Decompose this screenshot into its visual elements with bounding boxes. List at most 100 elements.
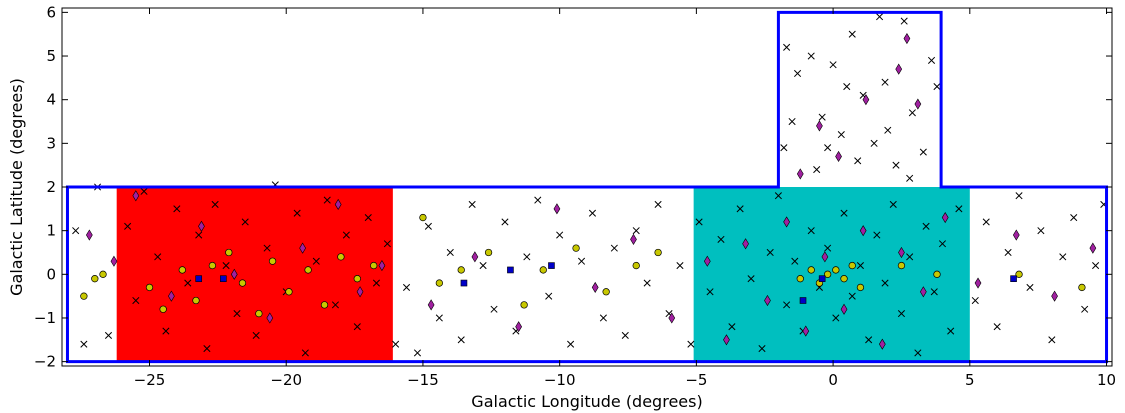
x-tick-label: −25 [134,371,166,389]
diamond-point [919,286,927,298]
cross-point [392,340,400,348]
cross-point [955,205,963,213]
circle-point [457,266,465,274]
diamond-point [862,94,870,106]
diamond-point [668,312,676,324]
cross-point [706,288,714,296]
circle-point [178,266,186,274]
circle-point [99,270,107,278]
scatter-points [72,13,1108,357]
diamond-point [266,312,274,324]
cross-point [654,200,662,209]
cross-point [914,349,922,357]
circle-point [539,266,547,274]
cross-point [873,231,881,239]
y-axis-label: Galactic Latitude (degrees) [7,78,26,296]
cross-point [856,262,864,270]
diamond-point [1051,290,1058,302]
circle-point [419,213,427,222]
circle-point [832,266,840,274]
cross-point [154,253,162,261]
cross-point [222,262,230,270]
diamond-point [723,334,730,346]
survey-outline [65,10,1109,364]
cross-point [383,240,391,248]
diamond-point [802,325,810,337]
circle-point [807,266,815,274]
diamond-point [974,277,982,289]
square-point [507,266,514,274]
circle-point [796,275,804,283]
cross-point [927,56,936,64]
cross-point [457,336,465,344]
diamond-point [378,260,386,272]
cross-point [881,279,889,287]
cross-point [446,248,454,257]
cross-point [72,227,80,235]
circle-point [602,288,610,296]
cross-point [402,283,411,291]
diamond-point [630,233,637,245]
cross-point [865,336,873,344]
cross-point [1059,253,1067,261]
cross-point [870,139,878,147]
cross-point [695,218,703,226]
cross-point [813,165,821,174]
cross-point [372,279,381,287]
cross-point [184,279,192,287]
cross-point [897,310,906,318]
diamond-point [742,238,749,250]
x-tick-label: 0 [828,371,838,389]
cross-point [1070,214,1078,222]
square-point [818,275,826,282]
cross-point [832,314,840,322]
cross-point [567,340,575,348]
square-point [220,275,227,282]
cross-point [1015,192,1023,200]
circle-point [145,283,154,292]
x-tick-label: 5 [965,371,975,389]
circle-point [933,270,941,278]
cross-point [479,262,487,270]
cross-point [1092,262,1100,270]
cross-point [643,279,651,287]
diamond-point [895,63,903,75]
cross-point [501,218,509,226]
cross-point [854,157,862,165]
cross-point [829,61,837,69]
cross-point [906,253,914,261]
y-tick-label: 3 [46,134,56,152]
circle-point [304,266,312,274]
cross-point [293,209,301,217]
cross-point [676,262,684,270]
cross-point [807,227,815,235]
cross-point [900,17,908,25]
circle-point [80,292,88,300]
circle-point [856,283,865,292]
cross-point [323,196,331,204]
cross-point [687,340,695,348]
x-tick-label: −10 [544,371,576,389]
cross-point [884,126,892,134]
cross-point [490,305,498,313]
survey-boundary [65,10,1109,364]
circle-point [840,275,848,283]
cross-point [301,349,309,357]
circle-point [370,261,378,270]
cross-point [1004,248,1012,257]
circle-point [654,248,662,257]
cross-point [588,209,597,217]
x-tick-label: −15 [407,371,439,389]
circle-point [159,305,167,313]
cross-point [523,253,531,261]
cross-point [780,144,788,152]
circle-point [897,261,906,270]
circle-point [238,279,247,287]
cross-point [933,83,941,91]
diamond-point [859,225,867,237]
diamond-point [356,286,364,298]
cross-point [766,248,774,257]
cross-point [331,301,339,309]
circle-point [192,296,200,305]
